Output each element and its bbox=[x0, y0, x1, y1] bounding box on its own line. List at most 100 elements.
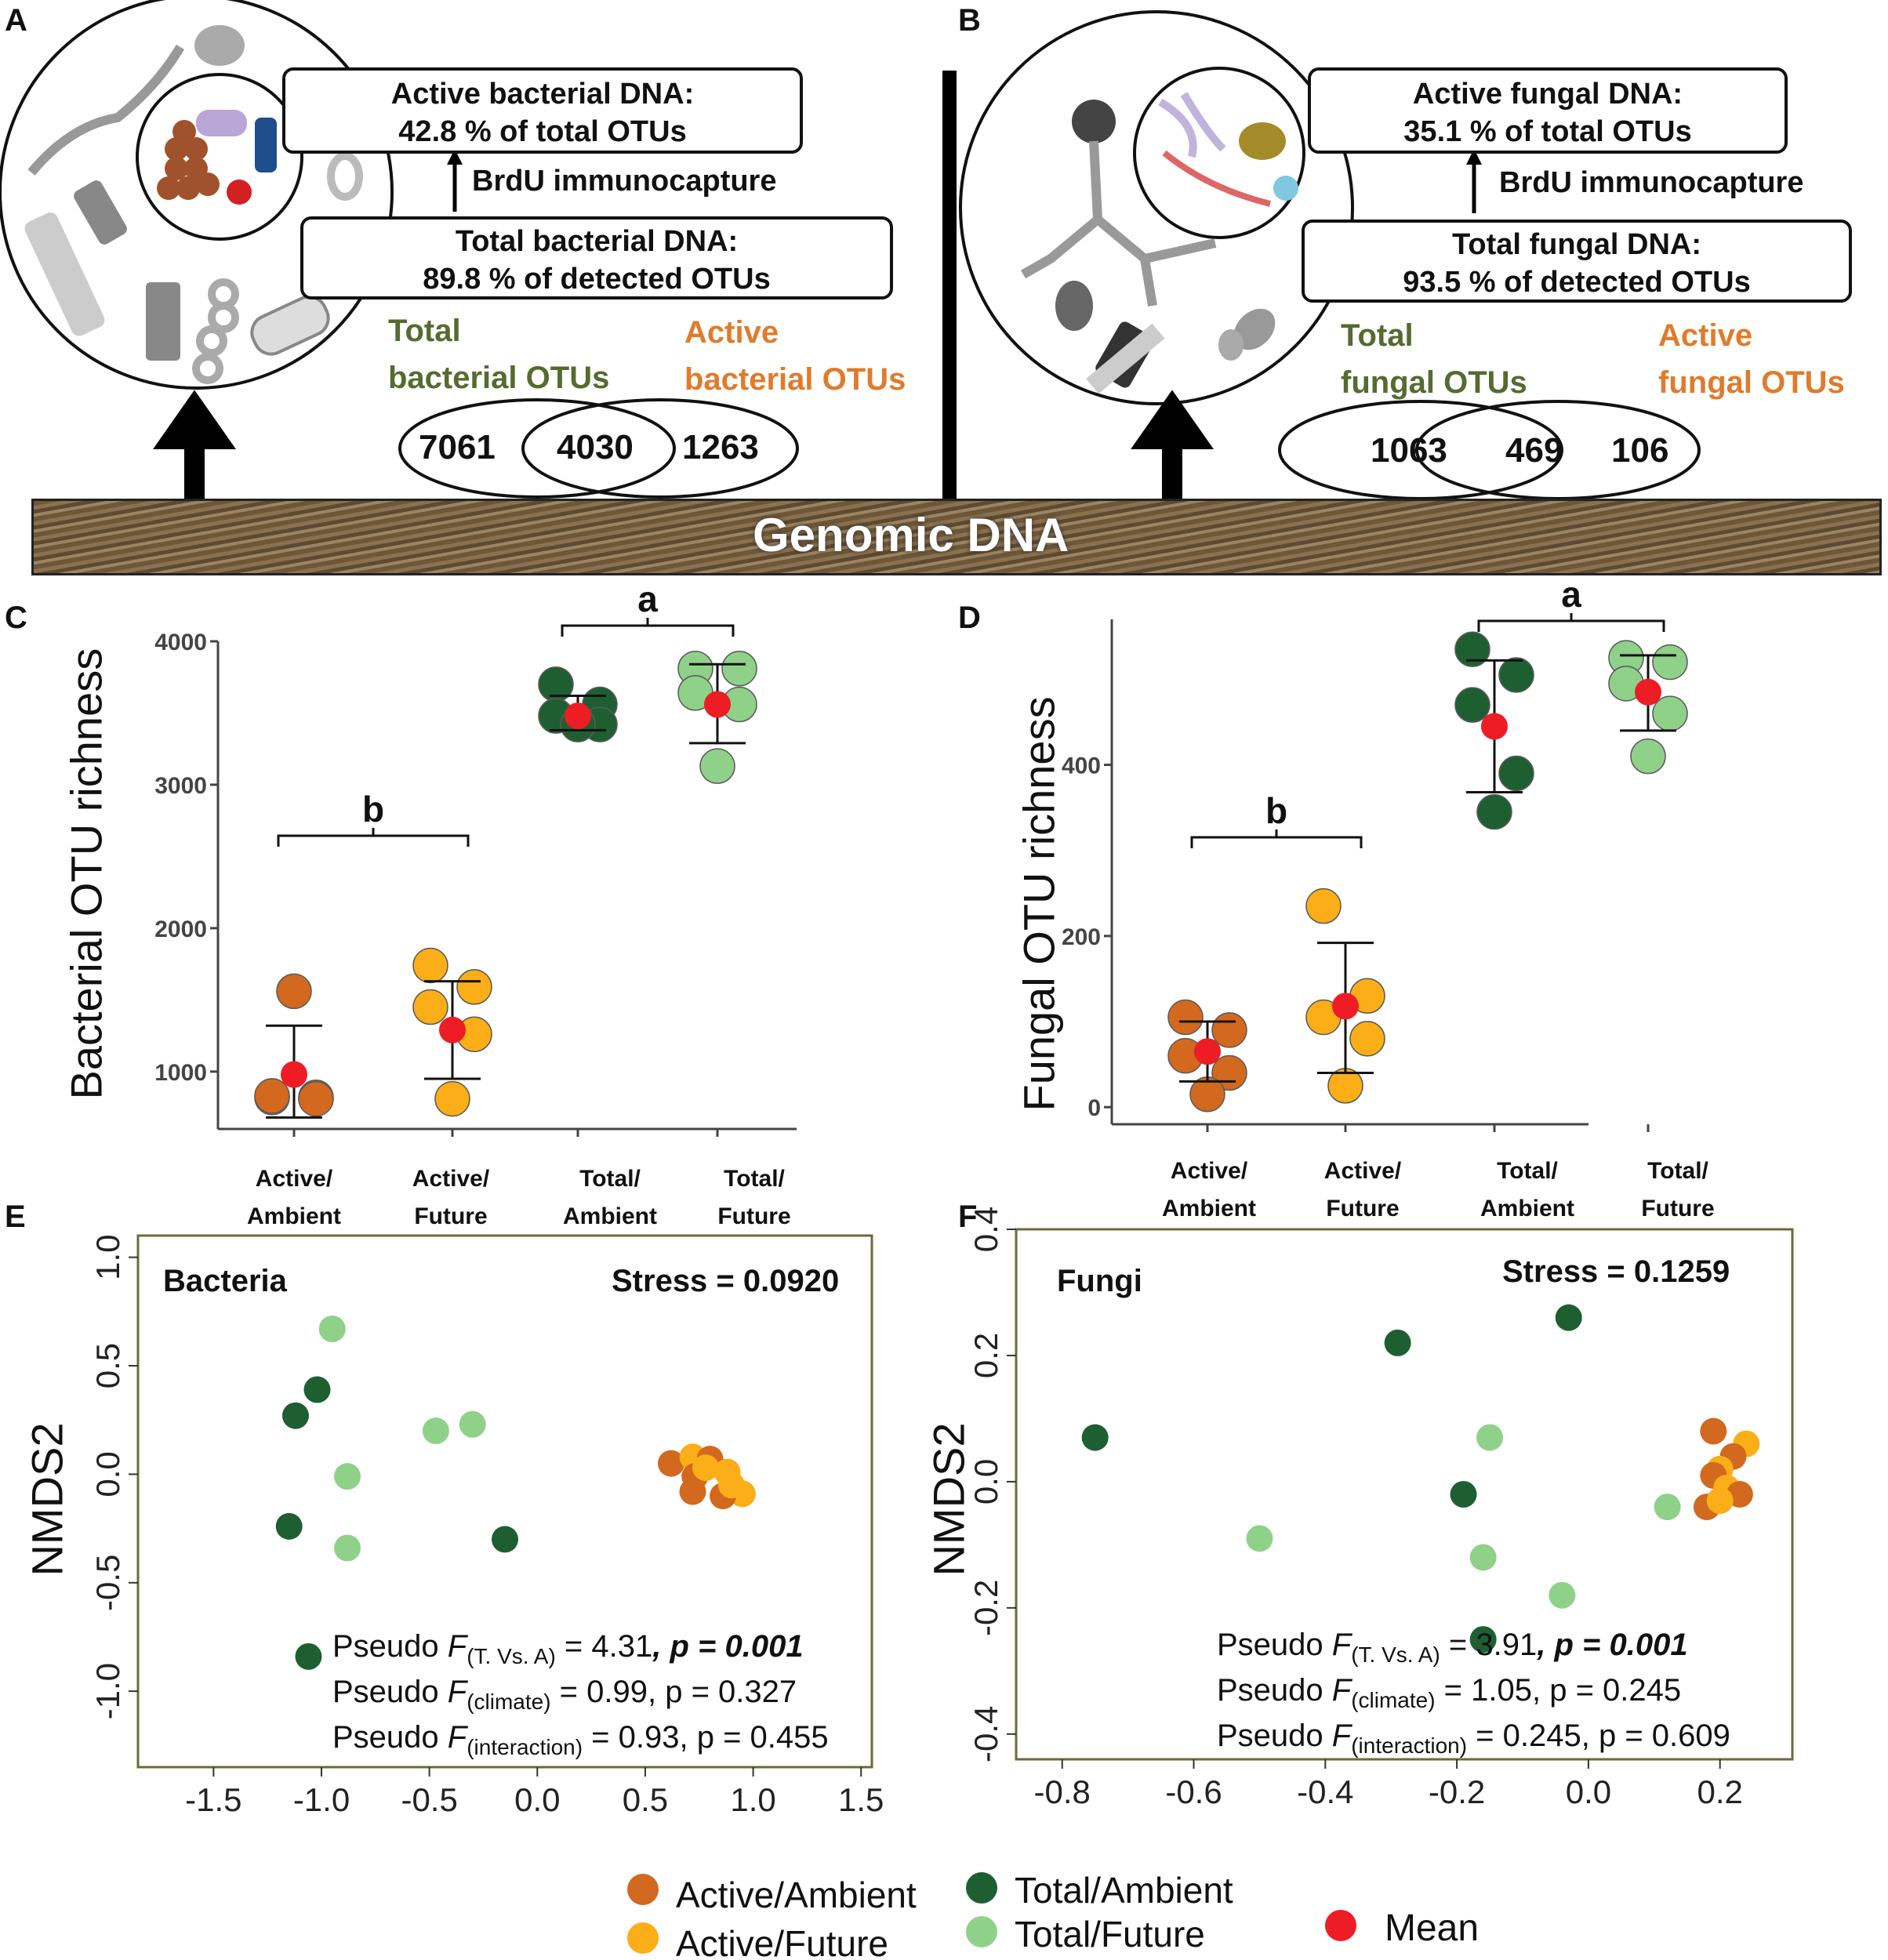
legend-swatch-total-ambient bbox=[966, 1872, 997, 1904]
microbe-shape bbox=[250, 295, 330, 356]
venn-mid-count-b: 469 bbox=[1505, 431, 1563, 470]
microbe-shape bbox=[24, 212, 105, 336]
active-otus-label-1: Active bbox=[1658, 318, 1753, 353]
active-microbe-shape bbox=[227, 180, 252, 205]
venn-left-count-b: 1063 bbox=[1371, 431, 1447, 470]
active-hyphae-shape bbox=[1162, 150, 1271, 207]
y-tick-label: 0.2 bbox=[968, 1333, 1004, 1378]
x-tick-label: 0.2 bbox=[1697, 1773, 1743, 1810]
stat-F: F bbox=[447, 1629, 467, 1664]
active-bacterial-value: 42.8 % of total OTUs bbox=[398, 115, 687, 148]
stat-sub: (interaction) bbox=[1351, 1733, 1468, 1758]
data-point bbox=[1349, 1021, 1385, 1057]
legend-label-mean: Mean bbox=[1385, 1907, 1480, 1949]
x-tick-label: 0.0 bbox=[1566, 1773, 1611, 1810]
mean-point bbox=[1481, 713, 1508, 740]
data-point bbox=[1498, 755, 1534, 792]
panel-f-title: Fungi bbox=[1057, 1264, 1142, 1298]
microbe-shape bbox=[194, 25, 245, 66]
category-label: Active/Ambient bbox=[1138, 1152, 1280, 1228]
capture-arrowhead-icon bbox=[1466, 149, 1482, 165]
stat-F: F bbox=[447, 1720, 467, 1755]
data-point bbox=[412, 989, 448, 1025]
panel-label-d: D bbox=[958, 601, 981, 635]
data-point bbox=[254, 1078, 290, 1114]
data-point bbox=[699, 748, 735, 784]
y-tick-label: -0.2 bbox=[968, 1580, 1004, 1636]
up-arrow-icon bbox=[1131, 390, 1214, 506]
stat-line-f-0: Pseudo F(T. Vs. A) = 3.91, p = 0.001 bbox=[1217, 1628, 1688, 1668]
stat-sub: (climate) bbox=[1351, 1688, 1436, 1712]
data-point bbox=[1454, 631, 1490, 667]
ordination-point bbox=[281, 1402, 309, 1429]
legend-label-active-ambient: Active/Ambient bbox=[676, 1875, 917, 1915]
plot-frame bbox=[1015, 1228, 1794, 1761]
x-tick-label: -1.5 bbox=[185, 1781, 241, 1818]
category-label: Total/Future bbox=[684, 1160, 825, 1236]
mean-point bbox=[1332, 993, 1359, 1020]
ordination-point bbox=[303, 1376, 331, 1403]
category-line-1: Total/ bbox=[1647, 1158, 1708, 1184]
data-point bbox=[1167, 999, 1204, 1036]
category-line-2: Future bbox=[414, 1203, 488, 1229]
venn-active-bacterial bbox=[521, 398, 799, 499]
data-point bbox=[1652, 644, 1688, 681]
ordination-point bbox=[334, 1534, 361, 1562]
venn-total-bacterial bbox=[398, 398, 676, 499]
data-point bbox=[1652, 695, 1688, 731]
active-microbe-shape bbox=[255, 118, 277, 172]
ordination-point bbox=[1384, 1329, 1411, 1356]
stat-val: = 0.93 bbox=[583, 1720, 680, 1755]
total-fungal-title: Total fungal DNA: bbox=[1451, 228, 1702, 261]
legend-label-total-ambient: Total/Ambient bbox=[1015, 1870, 1233, 1911]
significance-a-label: a bbox=[1561, 580, 1581, 615]
total-bacterial-value: 89.8 % of detected OTUs bbox=[423, 263, 771, 296]
category-line-1: Active/ bbox=[1170, 1158, 1248, 1184]
significance-a-label: a bbox=[637, 580, 658, 619]
ordination-point bbox=[1081, 1424, 1109, 1451]
x-tick-label: -0.2 bbox=[1429, 1773, 1485, 1810]
category-line-1: Active/ bbox=[412, 1166, 490, 1192]
hyphae-shape bbox=[1021, 140, 1217, 307]
y-tick-label: 0.4 bbox=[968, 1207, 1004, 1252]
category-line-2: Ambient bbox=[563, 1203, 657, 1229]
total-fungal-value: 93.5 % of detected OTUs bbox=[1403, 266, 1751, 299]
panel-e-title: Bacteria bbox=[163, 1264, 287, 1298]
y-tick-label: 1.0 bbox=[89, 1234, 126, 1279]
x-tick-label: -0.8 bbox=[1034, 1773, 1091, 1810]
y-tick-label: 0 bbox=[1087, 1095, 1101, 1121]
legend-swatch-mean bbox=[1325, 1910, 1356, 1941]
data-point bbox=[1211, 1012, 1247, 1048]
total-otus-label-1: Total bbox=[1341, 318, 1414, 353]
stat-line-f-1: Pseudo F(climate) = 1.05, p = 0.245 bbox=[1217, 1673, 1681, 1713]
ordination-point bbox=[1706, 1487, 1734, 1515]
x-tick-label: -0.4 bbox=[1297, 1773, 1353, 1810]
active-fungus-shape bbox=[1273, 176, 1298, 201]
legend-swatch-active-ambient bbox=[627, 1874, 659, 1905]
ordination-point bbox=[1654, 1494, 1681, 1521]
active-microbe-cluster bbox=[157, 120, 220, 200]
ordination-point bbox=[679, 1478, 706, 1505]
y-tick-label: -0.4 bbox=[968, 1706, 1004, 1762]
venn-right-count-a: 1263 bbox=[682, 428, 759, 466]
significance-b-bracket bbox=[277, 828, 470, 847]
significance-b-label: b bbox=[362, 789, 384, 829]
panel-label-e: E bbox=[5, 1200, 26, 1234]
category-label: Active/Future bbox=[1292, 1152, 1433, 1228]
active-fungal-value: 35.1 % of total OTUs bbox=[1403, 115, 1692, 148]
ordination-point bbox=[492, 1526, 518, 1553]
microbe-shape bbox=[192, 353, 223, 384]
fungal-spore-shape bbox=[1233, 308, 1276, 350]
data-point bbox=[721, 651, 757, 687]
category-label: Total/Future bbox=[1607, 1152, 1748, 1228]
mean-point bbox=[704, 691, 731, 718]
stat-F: F bbox=[1331, 1719, 1352, 1753]
active-microbe-shape bbox=[196, 110, 247, 136]
ordination-point bbox=[718, 1472, 746, 1499]
panel-divider bbox=[942, 71, 957, 499]
y-tick-label: 2000 bbox=[154, 916, 207, 942]
significance-b-bracket bbox=[1190, 829, 1363, 848]
stat-val: = 3.91 bbox=[1440, 1628, 1538, 1662]
ordination-point bbox=[1469, 1544, 1497, 1571]
stat-val: = 0.245 bbox=[1467, 1719, 1581, 1753]
